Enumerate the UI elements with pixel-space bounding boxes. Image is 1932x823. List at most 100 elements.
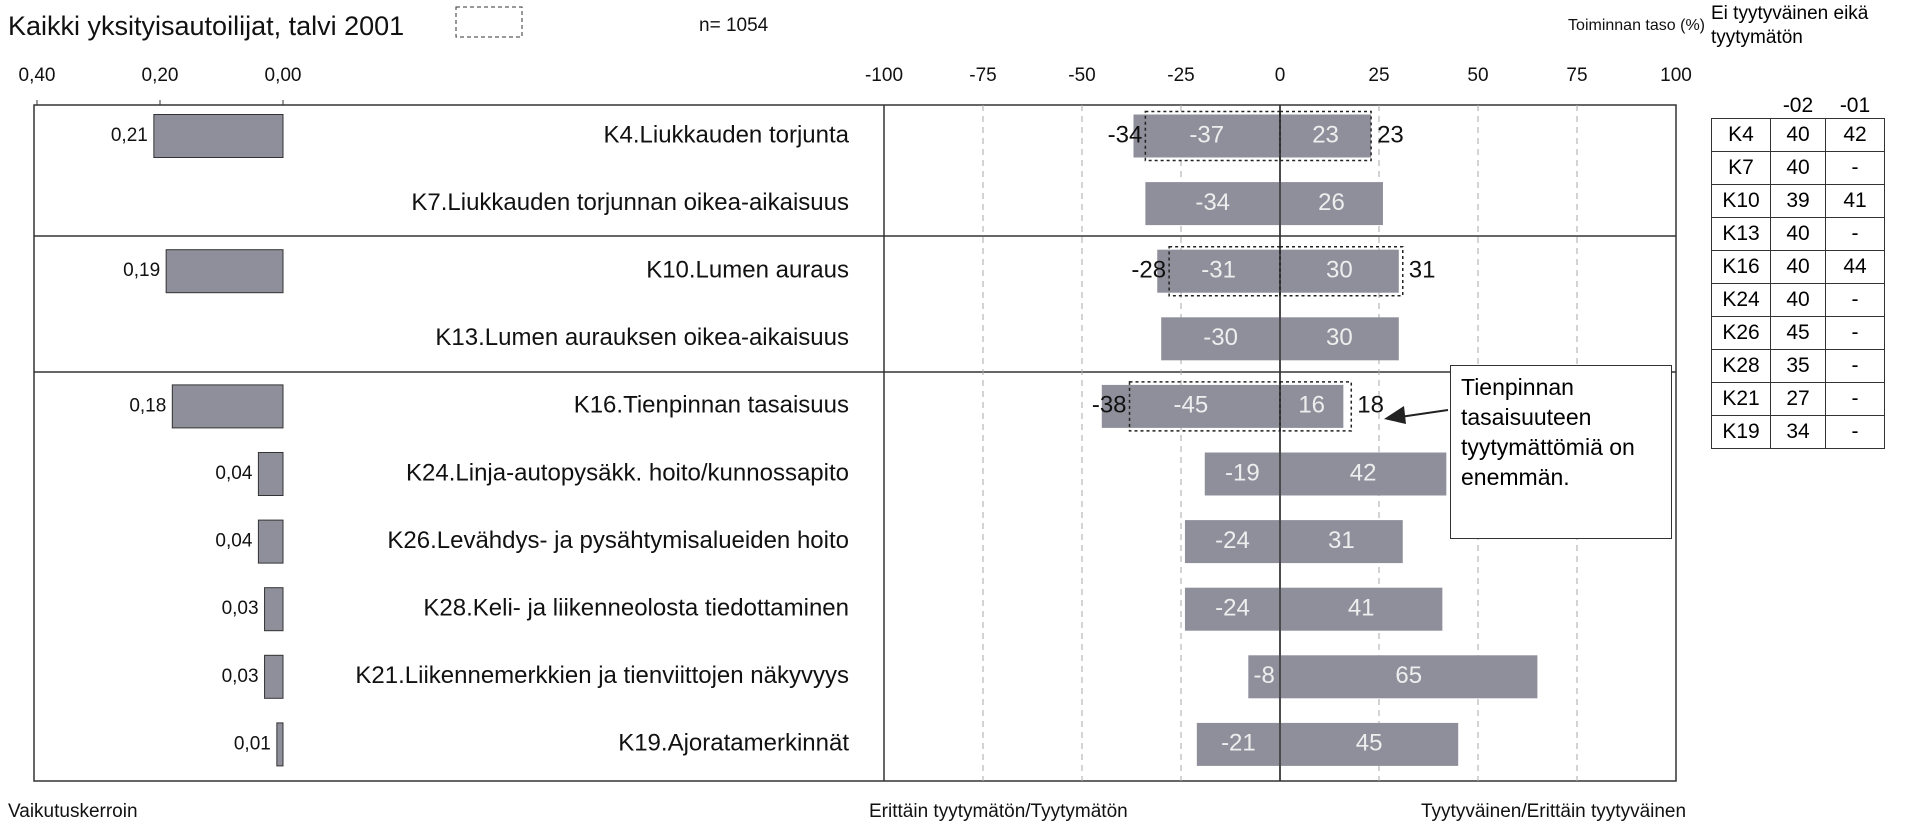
cell: K13 — [1711, 217, 1771, 251]
value-label: 0,19 — [123, 260, 160, 281]
table-row: K19 34- — [1711, 415, 1885, 449]
value-label: 31 — [1328, 527, 1355, 554]
x-tick-label: 0 — [1275, 65, 1286, 86]
value-label: 41 — [1348, 595, 1375, 622]
cell: - — [1825, 382, 1885, 416]
value-label: 42 — [1350, 459, 1377, 486]
table-row: K4 40 42 — [1711, 118, 1885, 152]
x-tick-label: 0,40 — [19, 65, 56, 86]
x-tick-label: -100 — [865, 65, 903, 86]
previous-bar — [1279, 381, 1353, 432]
bar — [165, 249, 284, 294]
bar — [1280, 452, 1447, 496]
category-label: K13.Lumen aurauksen oikea-aikaisuus — [435, 324, 849, 351]
table-row: K7 40- — [1711, 151, 1885, 185]
x-tick-label: -25 — [1167, 65, 1194, 86]
bar — [1248, 655, 1280, 699]
value-label: -30 — [1203, 324, 1238, 351]
cell: - — [1825, 316, 1885, 350]
value-label: 30 — [1326, 257, 1353, 284]
category-label: K28.Keli- ja liikenneolosta tiedottamine… — [423, 595, 849, 622]
cell: - — [1825, 415, 1885, 449]
cell: 40 — [1770, 250, 1826, 284]
annotation: Tienpinnan tasaisuuteen tyytymättömiä on… — [1450, 365, 1672, 539]
cell: K7 — [1711, 151, 1771, 185]
category-label: K26.Levähdys- ja pysähtymisalueiden hoit… — [387, 527, 849, 554]
table: -02 -01 K4 40 42 K7 40- K10 39 41 K13 40- K16 40 44 K24… — [1711, 94, 1885, 449]
cell: K21 — [1711, 382, 1771, 416]
bar — [1145, 182, 1280, 226]
legend-negative: Erittäin tyytymätön/Tyytymätön — [869, 801, 1128, 822]
legend-dashed-box — [455, 6, 523, 38]
x-tick-label: 0,00 — [265, 65, 302, 86]
arrow — [1399, 409, 1449, 418]
bar — [1280, 722, 1459, 766]
cell: K10 — [1711, 184, 1771, 218]
bar — [1196, 722, 1280, 766]
previous-label: 23 — [1377, 121, 1404, 148]
table-row: K13 40- — [1711, 217, 1885, 251]
x-axis-label: Vaikutuskerroin — [8, 801, 138, 822]
cell: 27 — [1770, 382, 1826, 416]
table-row: K26 45- — [1711, 316, 1885, 350]
previous-bar — [1168, 245, 1281, 297]
x-tick-label: 100 — [1660, 65, 1692, 86]
cell: 40 — [1770, 283, 1826, 317]
cell: 42 — [1825, 118, 1885, 152]
bar — [1280, 655, 1538, 699]
cell: 34 — [1770, 415, 1826, 449]
table-body: K4 40 42 K7 40- K10 39 41 K13 40- K16 40 44 K24 40- K26… — [1711, 118, 1885, 449]
value-label: 0,03 — [222, 666, 259, 687]
bar — [171, 384, 284, 429]
value-label: 0,04 — [215, 463, 252, 484]
cell: 45 — [1770, 316, 1826, 350]
value-label: 0,04 — [215, 531, 252, 552]
x-tick-label: 25 — [1368, 65, 1389, 86]
table-row: K10 39 41 — [1711, 184, 1885, 218]
plot-frame — [33, 104, 1677, 782]
previous-bar — [1279, 245, 1404, 297]
col-header: -02 — [1782, 94, 1814, 117]
cell: - — [1825, 217, 1885, 251]
value-label: 65 — [1395, 662, 1422, 689]
bar — [1157, 249, 1280, 293]
col-header: -01 — [1839, 94, 1871, 117]
bar — [1280, 520, 1403, 564]
category-label: K4.Liukkauden torjunta — [603, 121, 849, 148]
category-label: K24.Linja-autopysäkk. hoito/kunnossapito — [406, 459, 849, 486]
previous-bar — [1279, 110, 1372, 162]
bar — [264, 654, 284, 699]
value-label: 0,18 — [129, 395, 166, 416]
cell: K26 — [1711, 316, 1771, 350]
table-row: K16 40 44 — [1711, 250, 1885, 284]
bar — [1280, 317, 1399, 361]
previous-label: -34 — [1108, 121, 1143, 148]
bar — [1161, 317, 1280, 361]
x-tick-label: 0,20 — [142, 65, 179, 86]
value-label: -31 — [1201, 257, 1236, 284]
value-label: 23 — [1312, 121, 1339, 148]
legend-positive: Tyytyväinen/Erittäin tyytyväinen — [1421, 801, 1686, 822]
cell: 44 — [1825, 250, 1885, 284]
bar — [1280, 384, 1344, 428]
bar — [1280, 249, 1399, 293]
x-tick-label: -75 — [969, 65, 996, 86]
table-title: Ei tyytyväinen eikä tyytymätön — [1711, 3, 1869, 48]
cell: 40 — [1770, 118, 1826, 152]
bar — [276, 722, 284, 767]
cell: - — [1825, 283, 1885, 317]
bar — [153, 114, 284, 158]
cell: K24 — [1711, 283, 1771, 317]
bar — [1133, 114, 1280, 158]
cell: 35 — [1770, 349, 1826, 383]
bar — [1204, 452, 1280, 496]
value-label: -21 — [1221, 730, 1256, 757]
n-label: n= 1054 — [699, 15, 769, 36]
th — [1712, 94, 1771, 119]
cell: - — [1825, 151, 1885, 185]
category-label: K7.Liukkauden torjunnan oikea-aikaisuus — [411, 189, 849, 216]
cell: 39 — [1770, 184, 1826, 218]
value-label: 45 — [1356, 730, 1383, 757]
cell: 41 — [1825, 184, 1885, 218]
